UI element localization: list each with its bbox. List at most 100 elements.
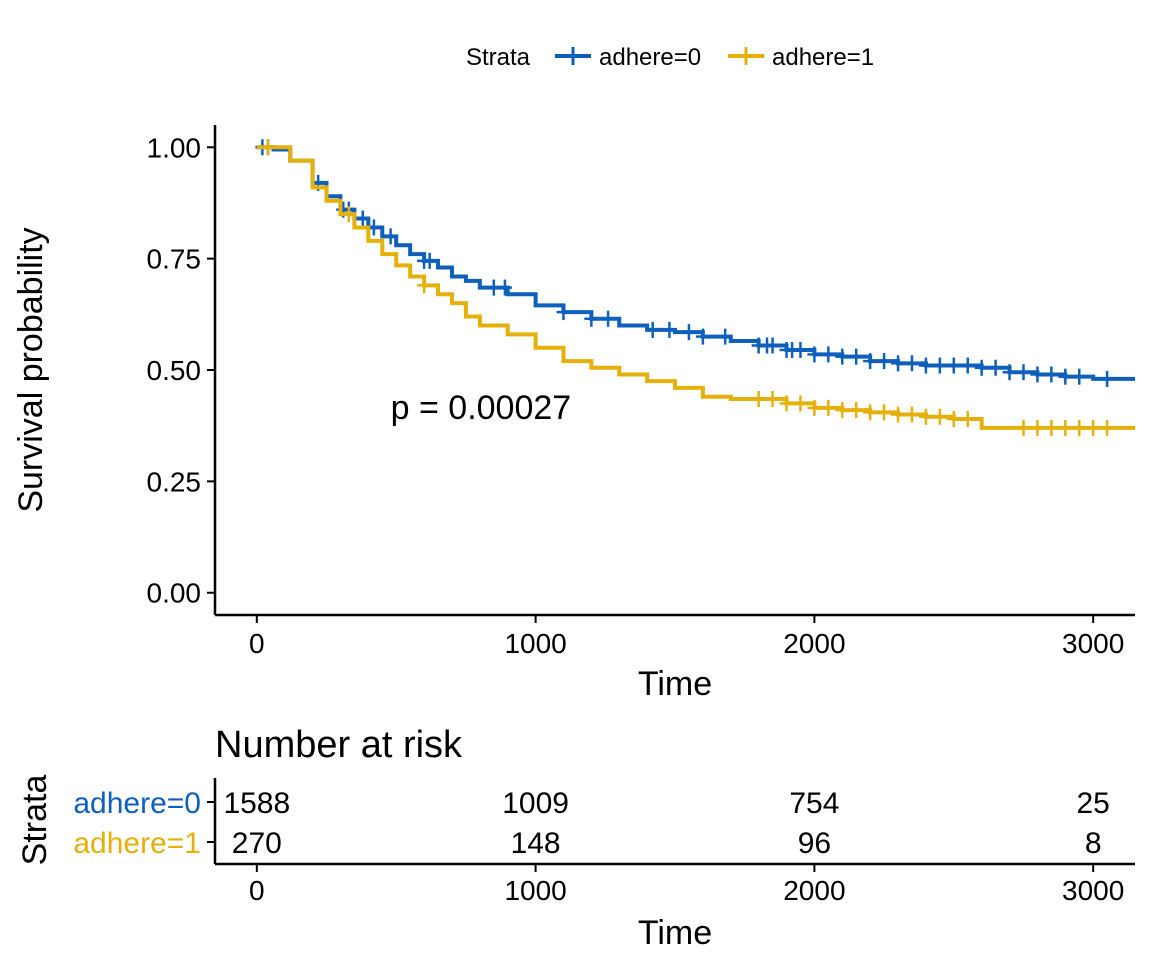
censor-mark [863,404,878,421]
censor-mark [793,395,808,412]
censor-mark [793,341,808,358]
risk-cell: 25 [1076,787,1109,820]
censor-mark [355,210,370,227]
censor-mark [918,408,933,425]
censor-mark [417,277,432,294]
censor-mark [601,310,616,327]
risk-x-tick-label: 3000 [1062,875,1124,906]
p-value-annotation: p = 0.00027 [391,389,572,427]
risk-cell: 8 [1085,827,1102,860]
censor-mark [1072,419,1087,436]
censor-mark [497,279,512,296]
censor-mark [1016,419,1031,436]
censor-mark [556,304,571,321]
legend: Strata adhere=0 adhere=1 [466,44,874,71]
censor-mark [1044,419,1059,436]
risk-x-tick-label: 1000 [504,875,566,906]
risk-x-tick-label: 0 [249,875,265,906]
y-axis-title: Survival probability [12,227,50,512]
censor-mark [1086,419,1101,436]
censor-mark [1100,419,1115,436]
censor-mark [383,228,398,245]
censor-mark [946,357,961,374]
x-tick-label: 0 [249,628,265,659]
censor-mark [849,348,864,365]
censor-mark [422,252,437,269]
x-tick-label: 3000 [1062,628,1124,659]
risk-cell: 754 [789,787,839,820]
legend-title: Strata [466,44,531,71]
legend-label: adhere=1 [772,44,874,71]
risk-cell: 96 [798,827,831,860]
censor-mark [765,337,780,354]
censor-mark [662,321,677,338]
censor-mark [584,310,599,327]
censor-mark [1002,364,1017,381]
y-tick-label: 0.00 [147,578,202,609]
risk-table: Number at risk adhere=0 1588 1009 754 25adhe… [16,724,1135,952]
censor-mark [1044,366,1059,383]
censor-mark [1030,419,1045,436]
risk-cell: 1588 [223,787,290,820]
censor-mark [1100,370,1115,387]
risk-rows: adhere=0 1588 1009 754 25 adhere=1 270 148 96 8 [73,787,1109,860]
censor-mark [1058,419,1073,436]
risk-table-title: Number at risk [215,724,463,766]
legend-item: adhere=1 [728,44,874,71]
survival-plot: 0.00 0.25 0.50 0.75 1.00 0 1000 2000 3000 p = 0… [12,125,1135,703]
x-ticks: 0 1000 2000 3000 [249,615,1124,659]
risk-x-axis-title: Time [638,914,712,952]
legend-items: adhere=0 adhere=1 [555,44,874,71]
censor-mark [765,390,780,407]
censor-mark [918,357,933,374]
y-tick-label: 1.00 [147,132,202,163]
censor-mark [1058,368,1073,385]
risk-y-axis-title: Strata [16,775,54,866]
censor-mark [904,406,919,423]
survival-curve-adhere=0 [256,145,1135,381]
censor-mark [849,402,864,419]
risk-cell: 148 [511,827,561,860]
legend-item: adhere=0 [555,44,701,71]
censor-mark [341,206,356,223]
censor-mark [974,359,989,376]
censor-mark [751,390,766,407]
risk-x-tick-label: 2000 [783,875,845,906]
x-axis-title: Time [638,665,712,703]
censor-mark [1072,368,1087,385]
censor-mark [807,399,822,416]
risk-cell: 270 [232,827,282,860]
risk-x-ticks: 0 1000 2000 3000 [249,864,1124,906]
censor-mark [877,353,892,370]
censor-mark [835,402,850,419]
censor-mark [645,321,660,338]
risk-row-label: adhere=1 [73,827,201,860]
censor-mark [891,406,906,423]
censor-mark [779,395,794,412]
censor-mark [835,348,850,365]
x-tick-label: 2000 [783,628,845,659]
censor-mark [904,355,919,372]
risk-cell: 1009 [502,787,569,820]
censor-mark [821,399,836,416]
legend-label: adhere=0 [599,44,701,71]
censor-mark [960,357,975,374]
survival-curve-adhere=1 [256,145,1135,430]
censor-mark [932,357,947,374]
censor-mark [1016,364,1031,381]
y-ticks: 0.00 0.25 0.50 0.75 1.00 [147,132,215,609]
censor-mark [988,359,1003,376]
censor-mark [260,139,275,156]
x-tick-label: 1000 [504,628,566,659]
censor-mark [891,355,906,372]
risk-row-label: adhere=0 [73,787,201,820]
censor-mark [681,324,696,341]
censor-mark [1030,366,1045,383]
censor-mark [877,404,892,421]
series-group [255,139,1135,436]
censor-mark [695,328,710,345]
censor-mark [718,328,733,345]
y-tick-label: 0.50 [147,355,202,386]
censor-mark [960,411,975,427]
